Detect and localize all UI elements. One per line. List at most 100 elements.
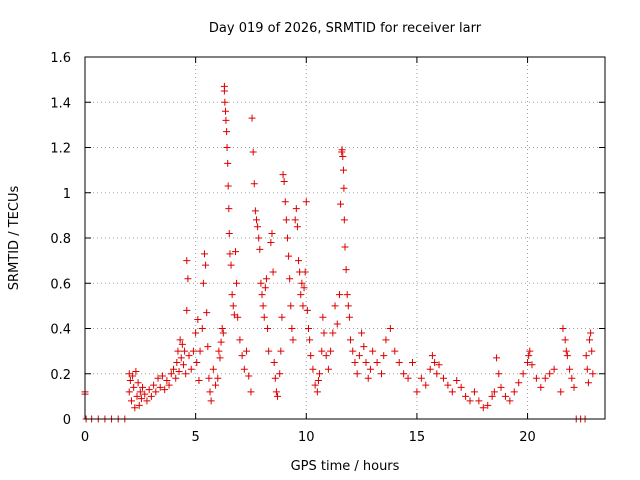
- data-point: [347, 336, 355, 344]
- data-point: [287, 302, 295, 310]
- data-point: [248, 114, 256, 122]
- data-point: [324, 365, 332, 373]
- data-point: [349, 347, 357, 355]
- data-point: [339, 153, 347, 161]
- data-point: [550, 365, 558, 373]
- data-point: [479, 404, 487, 412]
- data-point: [313, 388, 321, 396]
- data-point: [136, 388, 144, 396]
- data-point: [495, 370, 503, 378]
- data-point: [448, 388, 456, 396]
- data-point: [227, 261, 235, 269]
- data-point: [281, 198, 289, 206]
- data-point: [493, 354, 501, 362]
- data-point: [282, 216, 290, 224]
- data-point: [562, 347, 570, 355]
- data-point: [252, 216, 260, 224]
- y-tick-label: 1.4: [50, 96, 71, 111]
- data-point: [532, 374, 540, 382]
- data-point: [362, 358, 370, 366]
- data-point: [130, 383, 138, 391]
- data-point: [563, 352, 571, 360]
- data-point: [519, 370, 527, 378]
- data-point: [222, 107, 230, 115]
- data-point: [584, 379, 592, 387]
- data-point: [219, 329, 227, 337]
- data-point: [364, 374, 372, 382]
- data-point: [322, 352, 330, 360]
- data-point: [250, 180, 258, 188]
- data-point: [256, 245, 264, 253]
- data-point: [174, 347, 182, 355]
- data-point: [225, 205, 233, 213]
- data-point: [215, 347, 223, 355]
- data-point: [304, 325, 312, 332]
- x-tick-label: 10: [298, 430, 315, 445]
- y-tick-label: 0.6: [50, 277, 71, 292]
- data-point: [243, 347, 251, 355]
- data-point: [291, 216, 299, 224]
- data-point: [386, 325, 394, 332]
- data-point: [212, 381, 220, 389]
- data-point: [217, 338, 225, 346]
- data-point: [279, 171, 287, 179]
- data-point: [300, 284, 308, 292]
- data-point: [302, 198, 310, 206]
- y-axis-label: SRMTID / TECUs: [7, 186, 22, 291]
- data-point: [170, 365, 178, 373]
- axis-ticks: 0 0.2 0.4 0.6 0.8 1 1.2 1.4 1.6 0 5 10 15 20: [50, 51, 605, 445]
- data-point: [272, 388, 280, 396]
- data-point: [280, 177, 288, 185]
- data-point: [338, 146, 346, 154]
- data-point: [314, 377, 322, 385]
- data-point: [132, 367, 140, 375]
- data-point: [351, 358, 359, 366]
- data-point: [343, 291, 351, 299]
- data-point: [141, 390, 149, 398]
- data-point: [470, 388, 478, 396]
- data-point: [231, 248, 239, 256]
- data-point: [137, 395, 145, 403]
- data-point: [524, 358, 532, 366]
- data-point: [277, 347, 285, 355]
- data-point: [156, 383, 164, 391]
- data-point: [276, 370, 284, 378]
- data-point: [125, 388, 133, 396]
- data-point: [172, 374, 180, 382]
- data-point: [490, 388, 498, 396]
- y-tick-label: 0.4: [50, 323, 71, 338]
- x-tick-label: 5: [191, 430, 199, 445]
- data-point: [285, 252, 293, 260]
- data-point: [134, 379, 142, 387]
- y-tick-label: 0.8: [50, 232, 71, 247]
- data-point: [333, 320, 341, 328]
- data-point: [358, 329, 366, 337]
- y-tick-label: 1.6: [50, 51, 71, 66]
- data-point: [182, 370, 190, 378]
- data-point: [271, 374, 279, 382]
- data-point: [199, 279, 207, 287]
- data-point: [278, 313, 286, 321]
- data-point: [225, 229, 233, 237]
- data-point: [316, 370, 324, 378]
- data-point: [413, 388, 421, 396]
- data-point: [270, 358, 278, 366]
- x-tick-label: 20: [519, 430, 536, 445]
- y-tick-label: 0.2: [50, 368, 71, 383]
- data-point: [546, 370, 554, 378]
- data-point: [234, 313, 242, 321]
- data-point: [247, 388, 255, 396]
- data-point: [258, 291, 266, 299]
- data-point: [139, 383, 147, 391]
- data-point: [373, 358, 381, 366]
- data-point: [353, 370, 361, 378]
- data-point: [526, 347, 534, 355]
- data-point: [233, 279, 241, 287]
- data-point: [131, 404, 139, 412]
- data-point: [135, 401, 143, 409]
- data-point: [240, 365, 248, 373]
- data-point: [345, 313, 353, 321]
- data-point: [183, 257, 191, 265]
- data-point: [378, 370, 386, 378]
- data-point: [453, 377, 461, 385]
